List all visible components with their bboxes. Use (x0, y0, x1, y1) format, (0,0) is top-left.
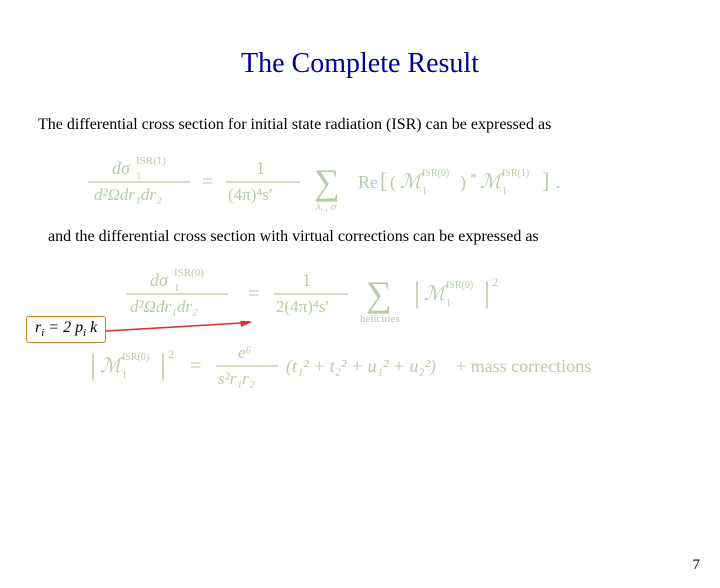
svg-text:1: 1 (502, 186, 507, 197)
svg-text:ISR(1): ISR(1) (136, 155, 166, 167)
svg-text:d²Ωdr₁dr₂: d²Ωdr₁dr₂ (94, 185, 162, 204)
slide-title: The Complete Result (0, 48, 720, 80)
svg-text:∑: ∑ (314, 162, 340, 202)
svg-text:ISR(1): ISR(1) (502, 168, 529, 179)
svg-text:d²Ωdr₁dr₂: d²Ωdr₁dr₂ (130, 297, 198, 316)
annot-p: p (75, 319, 83, 336)
svg-text:.: . (556, 172, 561, 192)
svg-text:): ) (460, 172, 466, 193)
svg-text:=: = (190, 355, 201, 377)
equation-2: dσ ISR(0) 1 d²Ωdr₁dr₂ = 1 2(4π)⁴s′ ∑ hel… (0, 262, 720, 402)
svg-text:*: * (470, 171, 477, 186)
svg-text:2: 2 (492, 275, 498, 289)
svg-text:2: 2 (168, 347, 174, 361)
svg-text:ℳ: ℳ (400, 171, 424, 193)
svg-text:ISR(0): ISR(0) (174, 267, 204, 279)
svg-text:dσ: dσ (150, 270, 169, 290)
paragraph-1: The differential cross section for initi… (38, 116, 682, 134)
svg-text:[: [ (380, 168, 387, 193)
svg-text:1: 1 (256, 158, 265, 178)
svg-text:|: | (90, 348, 96, 381)
svg-text:(4π)⁴s′: (4π)⁴s′ (228, 185, 273, 204)
svg-text:=: = (248, 283, 259, 305)
annot-eq: = 2 (44, 319, 75, 336)
svg-text:ℳ: ℳ (480, 171, 504, 193)
svg-text:Re: Re (358, 172, 378, 192)
page-number: 7 (693, 557, 701, 574)
svg-text:ISR(0): ISR(0) (446, 280, 473, 291)
svg-text:ℳ: ℳ (100, 355, 124, 377)
svg-text:=: = (202, 171, 213, 193)
svg-text:ℳ: ℳ (424, 283, 448, 305)
svg-text:1: 1 (174, 282, 180, 294)
annot-k: k (86, 319, 97, 336)
svg-text:(: ( (390, 172, 396, 193)
svg-text:λᵢ , σ: λᵢ , σ (315, 201, 337, 213)
svg-text:ISR(0): ISR(0) (422, 168, 449, 179)
svg-text:1: 1 (122, 370, 127, 381)
svg-text:dσ: dσ (112, 158, 131, 178)
svg-text:|: | (414, 276, 420, 309)
svg-text:1: 1 (422, 186, 427, 197)
svg-text:e⁶: e⁶ (238, 343, 252, 362)
svg-text:∑: ∑ (366, 274, 392, 314)
svg-text:|: | (160, 348, 166, 381)
svg-text:s²r₁r₂: s²r₁r₂ (218, 369, 255, 388)
svg-text:1: 1 (302, 270, 311, 290)
svg-text:|: | (484, 276, 490, 309)
equation-1: dσ ISR(1) 1 d²Ωdr₁dr₂ = 1 (4π)⁴s′ ∑ λᵢ ,… (0, 152, 720, 214)
svg-text:]: ] (542, 168, 549, 193)
svg-text:+ mass corrections: + mass corrections (456, 356, 591, 376)
svg-text:ISR(0): ISR(0) (122, 352, 149, 363)
svg-text:helicities: helicities (360, 313, 400, 325)
annotation-box: ri = 2 pi k (26, 316, 106, 343)
svg-text:1: 1 (446, 298, 451, 309)
svg-text:(t₁² + t₂² + u₁² + u₂²): (t₁² + t₂² + u₁² + u₂²) (286, 356, 436, 377)
svg-text:1: 1 (136, 170, 142, 182)
paragraph-2: and the differential cross section with … (48, 228, 682, 246)
svg-text:2(4π)⁴s′: 2(4π)⁴s′ (276, 297, 329, 316)
